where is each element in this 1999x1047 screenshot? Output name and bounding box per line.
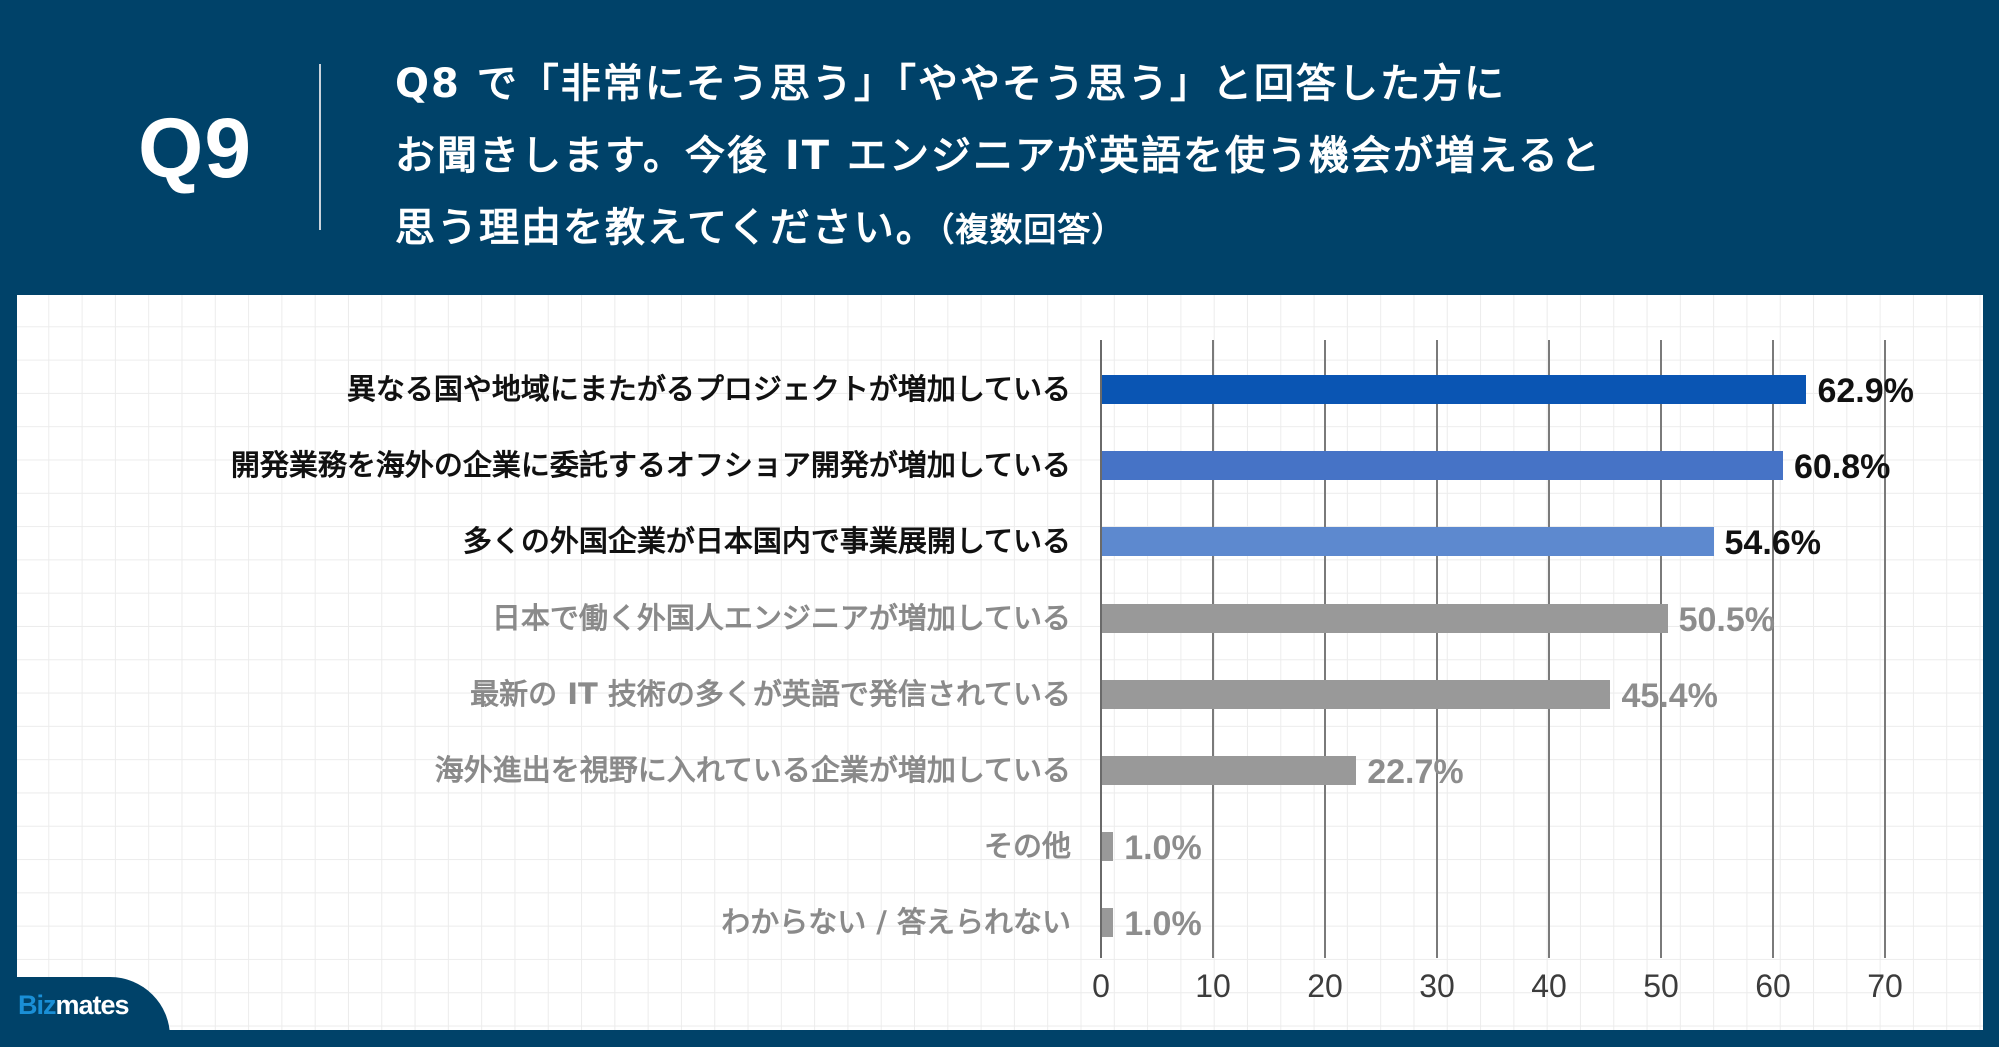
title-line-3: 思う理由を教えてください。（複数回答） — [395, 192, 1955, 266]
title-note: （複数回答） — [937, 210, 1126, 249]
title-line-3-text: 思う理由を教えてください。 — [395, 205, 938, 251]
header-divider — [319, 64, 321, 230]
header-banner: Q9 Q8 で「非常にそう思う」「ややそう思う」と回答した方に お聞きします。今… — [0, 0, 1999, 295]
question-title: Q8 で「非常にそう思う」「ややそう思う」と回答した方に お聞きします。今後 I… — [395, 48, 1955, 266]
logo-tab — [0, 977, 170, 1037]
bizmates-logo: Bizmates — [18, 990, 130, 1021]
logo-biz: Biz — [18, 990, 56, 1020]
chart-panel — [17, 295, 1983, 1030]
logo-mates: mates — [55, 990, 130, 1020]
question-number: Q9 — [138, 101, 253, 195]
title-line-2: お聞きします。今後 IT エンジニアが英語を使う機会が増えると — [395, 133, 1602, 179]
title-line-1: Q8 で「非常にそう思う」「ややそう思う」と回答した方に — [395, 61, 1506, 107]
